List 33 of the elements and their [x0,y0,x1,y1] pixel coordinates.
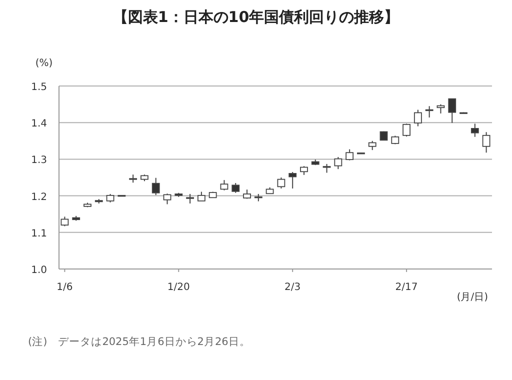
candlestick [152,177,160,196]
candlestick [402,123,410,138]
x-tick-label: 2/17 [395,282,418,293]
y-tick-label: 1.1 [31,228,47,240]
candlestick [334,156,342,170]
candlestick [220,180,228,191]
y-tick-label: 1.2 [31,192,47,203]
candlestick [163,193,172,205]
candlestick [425,106,434,118]
candlestick [368,140,376,151]
candlestick [346,148,354,161]
candlestick [482,132,490,154]
candlestick [197,191,206,202]
y-tick-label: 1.5 [31,82,47,93]
candlestick [277,177,286,189]
x-tick-label: 1/20 [167,282,190,293]
y-tick-label: 1.4 [31,118,47,130]
candlestick [232,182,240,194]
y-axis-title: (%) [35,58,53,69]
candlestick [414,109,422,127]
x-tick-label: 1/6 [56,282,73,293]
x-axis-title: (月/日) [456,292,488,303]
text: (注) データは2025年1月6日から2月26日。 [28,335,250,348]
y-tick-label: 1.3 [31,155,47,166]
candlestick [448,98,456,124]
chart-title: 【図表1：日本の10年国債利回りの推移】 [112,8,400,26]
candlestick [60,216,69,227]
candlestick [288,172,297,189]
candlestick [186,193,194,204]
candlestick [436,104,445,114]
y-tick-label: 1.0 [31,265,47,276]
x-tick-label: 2/3 [284,282,301,293]
candlestick [470,123,479,138]
